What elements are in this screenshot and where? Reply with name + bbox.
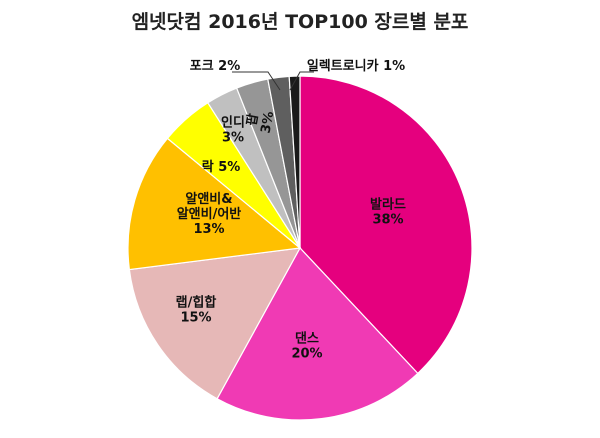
- slice-name-label: 댄스: [295, 331, 319, 347]
- slice-name-label: 인디: [221, 115, 245, 131]
- slice-label-락: 락 5%: [202, 160, 241, 175]
- leader-line: [289, 71, 314, 91]
- slice-name-label: 랩/힙합: [176, 295, 217, 311]
- slice-name-label: 알앤비&: [185, 191, 232, 207]
- slice-label-일렉트로니카: 일렉트로니카 1%: [307, 58, 405, 74]
- slice-value-label: 38%: [372, 213, 403, 228]
- chart-title: 엠넷닷컴 2016년 TOP100 장르별 분포: [132, 11, 469, 33]
- pie-slice-일렉트로니카: [288, 75, 301, 249]
- slice-name-label: 포크 2%: [190, 59, 241, 74]
- slice-label-포크: 포크 2%: [190, 59, 241, 74]
- pie-slices: [127, 75, 473, 421]
- slice-value-label: 3%: [259, 110, 278, 134]
- slice-value-label: 3%: [222, 131, 244, 146]
- slice-label-팝: 팝3%: [244, 110, 278, 134]
- slice-name-label: 발라드: [370, 197, 406, 213]
- slice-name-label: 락 5%: [202, 160, 241, 175]
- leader-line: [232, 71, 281, 91]
- slice-label-인디: 인디3%: [221, 115, 245, 146]
- pie-slice-랩/힙합: [128, 247, 302, 400]
- pie-slice-댄스: [216, 246, 419, 421]
- slice-value-label: 13%: [193, 222, 224, 237]
- slice-value-label: 15%: [180, 311, 211, 326]
- slice-value-label: 20%: [291, 347, 322, 362]
- pie-slice-발라드: [299, 75, 473, 375]
- slice-name-label: 팝: [244, 112, 262, 127]
- slice-name-label: 알앤비/어반: [177, 206, 242, 222]
- pie-slice-알앤비&: [127, 137, 302, 271]
- slice-name-label: 일렉트로니카 1%: [307, 58, 405, 74]
